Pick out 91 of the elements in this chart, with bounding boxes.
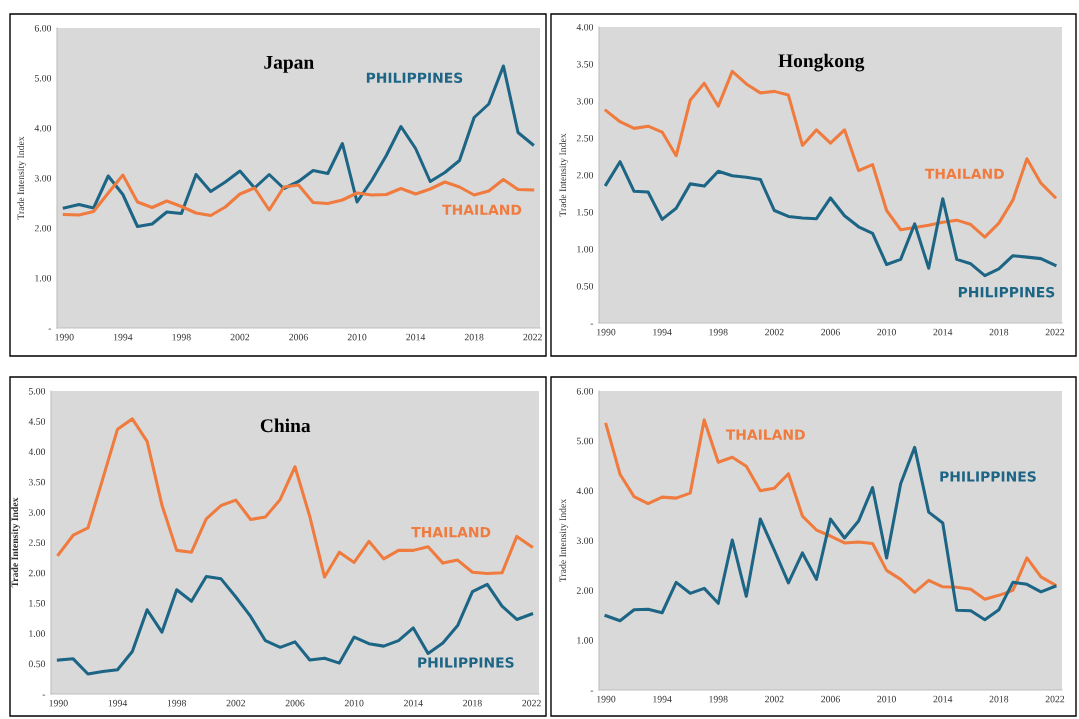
line-series (604, 418, 1057, 601)
x-tick-label: 2010 (344, 699, 364, 707)
y-axis-title: Trade Intensity Index (11, 497, 21, 588)
y-tick-label: - (590, 690, 594, 692)
y-tick-label: 3.00 (34, 174, 52, 182)
series-label: THAILAND (411, 527, 491, 538)
y-tick-label: 2.00 (576, 171, 594, 179)
y-tick-label: 1.50 (29, 600, 46, 607)
y-tick-label: 2.50 (576, 134, 594, 142)
y-tick-label: 1.50 (577, 208, 594, 216)
y-tick-label: 3.00 (28, 509, 46, 516)
x-tick-label: 1994 (653, 695, 672, 703)
x-tick-label: 2018 (464, 333, 484, 341)
x-tick-label: 1990 (597, 695, 616, 703)
y-tick-label: 5.00 (35, 74, 52, 82)
y-axis-title: Trade Intensity Index (559, 133, 569, 217)
y-tick-label: 4.50 (28, 418, 46, 425)
x-tick-label: 2006 (289, 333, 308, 341)
line-series (604, 445, 1057, 623)
y-tick-label: 4.00 (34, 124, 52, 132)
x-tick-label: 2014 (933, 695, 953, 703)
y-tick-label: 6.00 (576, 387, 594, 395)
y-tick-label: 5.00 (29, 387, 46, 395)
text: China (260, 418, 311, 433)
x-tick-label: 2002 (226, 699, 246, 707)
text: Hongkong (778, 53, 865, 72)
y-tick-label: 0.50 (576, 282, 594, 290)
x-tick-label: 2022 (522, 699, 541, 707)
x-tick-label: 1990 (55, 333, 74, 341)
x-tick-label: 2002 (230, 333, 250, 341)
x-tick-label: 2022 (1045, 328, 1065, 336)
x-tick-label: 2002 (765, 695, 784, 703)
x-tick-label: 1990 (49, 699, 68, 707)
y-tick-label: 6.00 (34, 24, 52, 32)
x-tick-label: 1998 (167, 699, 187, 707)
y-tick-label: 5.00 (577, 437, 594, 445)
x-tick-label: 2018 (989, 328, 1009, 336)
x-tick-label: 1998 (709, 695, 728, 703)
x-tick-label: 1998 (172, 333, 191, 341)
x-tick-label: 2022 (523, 333, 542, 341)
x-tick-label: 1998 (709, 328, 728, 336)
series-label: PHILIPPINES (418, 657, 514, 668)
x-tick-label: 1994 (653, 328, 672, 336)
series-label: THAILAND (924, 168, 1004, 179)
y-tick-label: 2.00 (576, 587, 594, 594)
y-axis-title: Trade Intensity Index (559, 498, 569, 582)
y-tick-label: 4.00 (28, 448, 46, 456)
x-tick-label: 2006 (821, 695, 840, 703)
series-label: THAILAND (442, 204, 522, 215)
y-tick-label: - (42, 694, 46, 696)
y-tick-label: 1.00 (35, 274, 52, 282)
y-tick-label: 3.00 (576, 537, 594, 545)
y-tick-label: 2.50 (28, 539, 46, 547)
text: Japan (264, 55, 314, 73)
y-axis-title: Trade Intensity Index (17, 136, 27, 220)
line-series (604, 160, 1057, 278)
y-tick-label: 0.50 (28, 660, 46, 668)
y-tick-label: 4.00 (576, 487, 594, 495)
y-tick-label: 4.00 (576, 23, 594, 31)
y-tick-label: 3.00 (576, 97, 594, 105)
y-tick-label: - (48, 328, 52, 330)
x-tick-label: 2022 (1045, 695, 1065, 703)
x-tick-label: 1994 (108, 699, 128, 707)
x-tick-label: 2014 (933, 328, 953, 336)
x-tick-label: 2018 (463, 699, 482, 707)
x-tick-label: 2010 (877, 328, 896, 336)
line-series (56, 417, 534, 579)
y-tick-label: 2.00 (34, 224, 52, 232)
x-tick-label: 2002 (765, 328, 784, 336)
x-tick-label: 2018 (989, 695, 1009, 703)
x-tick-label: 2014 (406, 333, 426, 341)
text: PHILIPPINES (366, 72, 463, 84)
y-tick-label: 1.00 (29, 630, 46, 637)
x-tick-label: 2010 (877, 695, 896, 703)
line-series (56, 574, 534, 676)
x-tick-label: 2010 (347, 333, 367, 341)
x-tick-label: 2006 (285, 699, 305, 707)
y-tick-label: 1.00 (577, 637, 594, 644)
series-label: PHILIPPINES (940, 471, 1036, 482)
y-tick-label: 1.00 (577, 245, 594, 253)
line-series (62, 173, 535, 218)
x-tick-label: 2006 (821, 328, 840, 336)
y-tick-label: - (590, 323, 594, 325)
y-tick-label: 3.50 (28, 478, 46, 486)
series-label: PHILIPPINES (958, 286, 1055, 298)
x-tick-label: 1994 (114, 333, 133, 341)
y-tick-label: 3.50 (576, 60, 594, 68)
series-label: THAILAND (725, 429, 805, 440)
y-tick-label: 2.00 (28, 569, 46, 577)
x-tick-label: 1990 (597, 328, 616, 336)
x-tick-label: 2014 (404, 699, 423, 707)
